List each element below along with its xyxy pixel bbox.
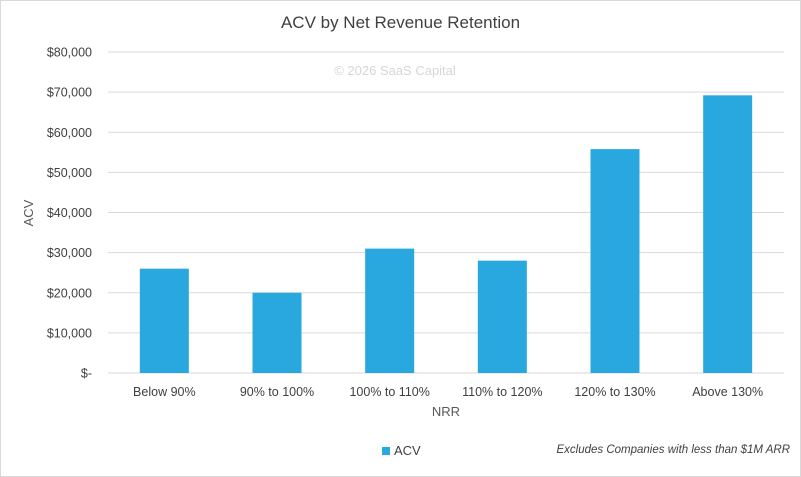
x-tick-label: 90% to 100% xyxy=(240,385,314,399)
x-tick-label: 100% to 110% xyxy=(349,385,429,399)
footnote: Excludes Companies with less than $1M AR… xyxy=(556,444,790,456)
y-tick-label: $60,000 xyxy=(47,126,92,140)
bars xyxy=(139,95,753,374)
x-tick-label: 110% to 120% xyxy=(462,385,542,399)
bar xyxy=(477,260,527,373)
y-tick-label: $- xyxy=(81,367,92,381)
y-axis-title: ACV xyxy=(21,199,36,226)
y-tick-label: $10,000 xyxy=(47,326,92,340)
x-tick-label: Above 130% xyxy=(692,385,763,399)
y-tick-label: $70,000 xyxy=(47,86,92,100)
x-axis-title: NRR xyxy=(432,404,460,419)
legend-swatch xyxy=(382,446,390,455)
x-tick-label: 120% to 130% xyxy=(574,385,655,399)
chart-title: ACV by Net Revenue Retention xyxy=(280,13,521,32)
x-tick-labels: Below 90% 90% to 100% 100% to 110% 110% to … xyxy=(133,385,763,399)
legend-label: ACV xyxy=(394,443,421,458)
bar xyxy=(365,248,415,373)
y-tick-label: $40,000 xyxy=(47,206,92,220)
gridlines xyxy=(108,51,784,374)
y-tick-label: $20,000 xyxy=(47,286,92,300)
watermark: © 2026 SaaS Capital xyxy=(334,63,456,78)
bar xyxy=(590,149,640,373)
x-tick-label: Below 90% xyxy=(133,385,196,399)
y-tick-label: $30,000 xyxy=(47,246,92,260)
y-tick-label: $50,000 xyxy=(47,166,92,180)
y-tick-label: $80,000 xyxy=(47,46,92,60)
y-tick-labels: $- $10,000 $20,000 $30,000 $40,000 $50,000 $60… xyxy=(47,46,92,381)
bar xyxy=(703,95,753,374)
legend: ACV xyxy=(382,443,421,458)
bar xyxy=(139,268,189,373)
bar xyxy=(252,292,302,373)
